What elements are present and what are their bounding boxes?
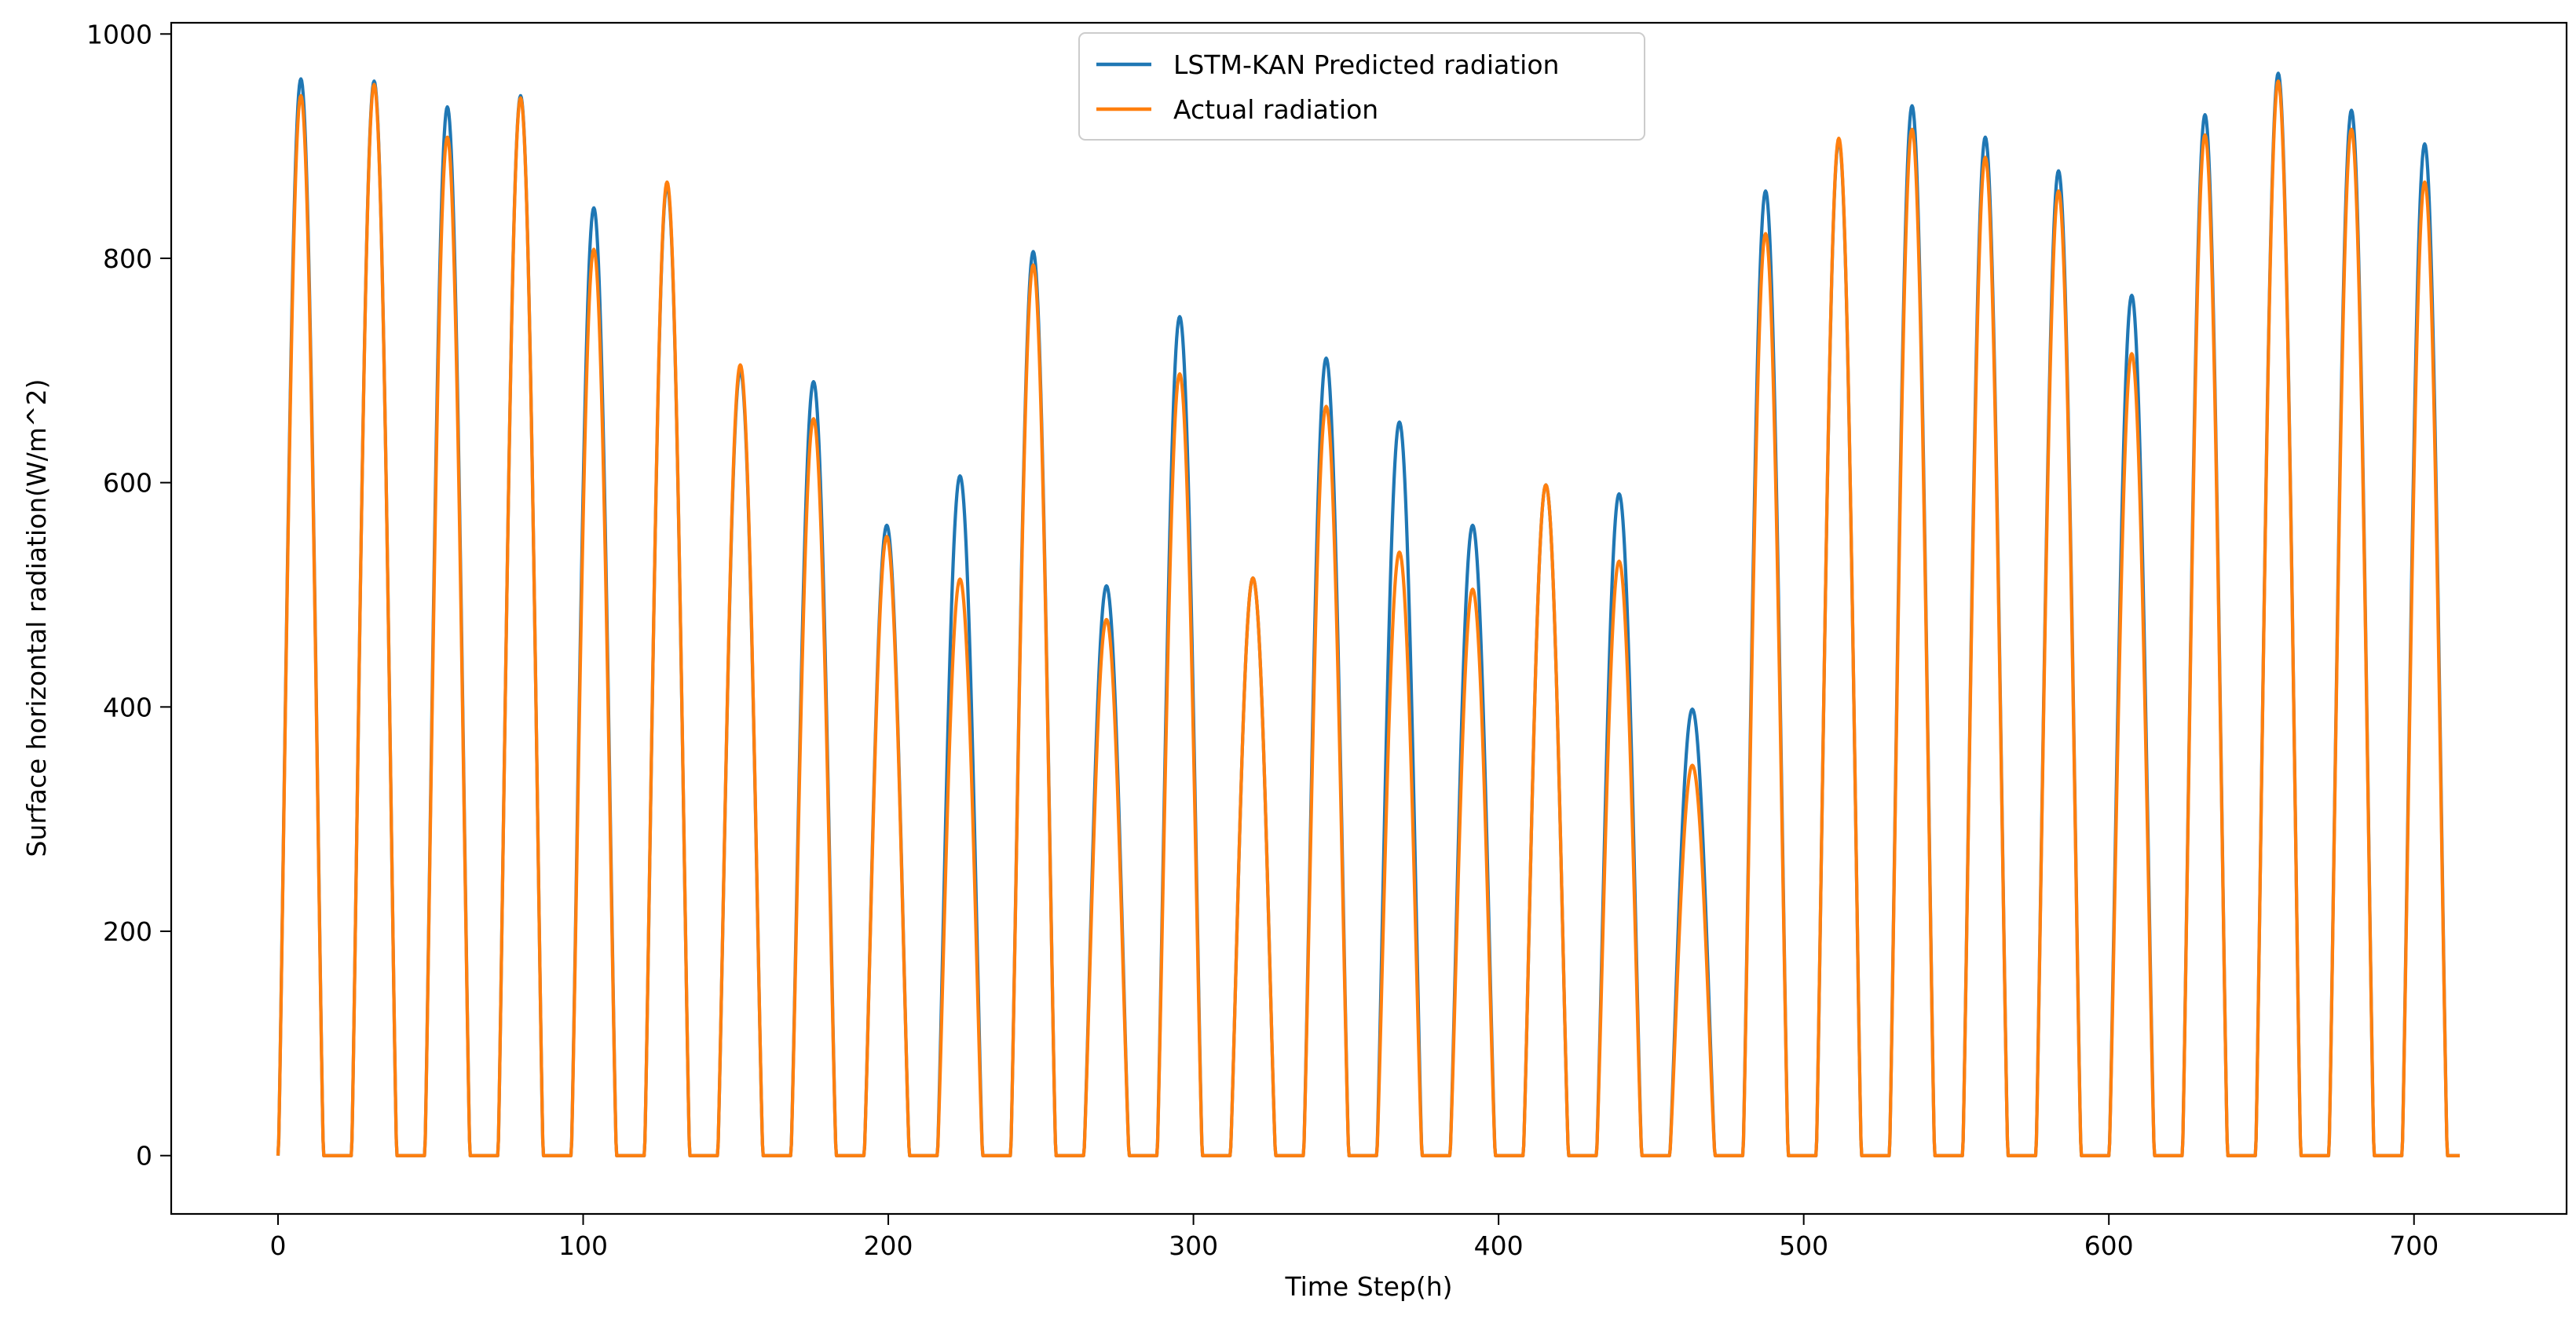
x-axis-label: Time Step(h) [1284,1271,1452,1302]
legend-label-actual: Actual radiation [1173,94,1378,125]
ticks-layer: 0 100 200 300 400 500 600 700 0 200 400 600 800 1000 [86,19,2439,1261]
legend: LSTM-KAN Predicted radiation Actual radi… [1078,32,1645,141]
y-tick-label: 800 [103,243,152,274]
y-tick-label: 200 [103,916,152,947]
legend-box [1078,32,1645,141]
x-tick-label: 700 [2389,1230,2439,1261]
y-tick-label: 1000 [86,19,152,49]
plot-area-frame [170,21,2568,1216]
x-tick-label: 0 [269,1230,286,1261]
x-tick-label: 300 [1169,1230,1218,1261]
x-tick-label: 200 [864,1230,913,1261]
legend-label-predicted: LSTM-KAN Predicted radiation [1173,49,1559,80]
y-axis-label: Surface horizontal radiation(W/m^2) [21,379,52,857]
x-tick-label: 400 [1474,1230,1524,1261]
x-tick-label: 600 [2084,1230,2134,1261]
x-tick-label: 500 [1779,1230,1828,1261]
series-line-actual [276,79,2461,1157]
y-tick-label: 600 [103,468,152,499]
y-tick-label: 0 [136,1141,152,1172]
y-tick-label: 400 [103,692,152,722]
series-layer [276,71,2461,1157]
x-tick-label: 100 [558,1230,608,1261]
